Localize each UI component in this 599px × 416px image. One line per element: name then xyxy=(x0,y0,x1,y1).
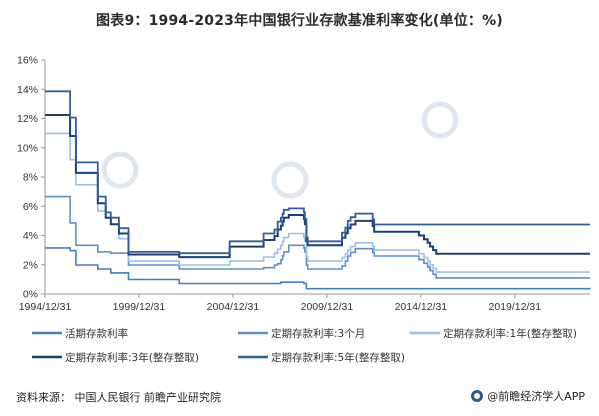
watermark-logo-icon xyxy=(421,101,459,139)
y-tick-label: 10% xyxy=(17,142,38,154)
y-tick-label: 12% xyxy=(17,113,38,125)
y-tick-label: 4% xyxy=(23,230,38,242)
x-axis: 1994/12/31 1999/12/31 2004/12/31 2009/12/31… xyxy=(19,293,590,313)
y-tick-label: 14% xyxy=(17,84,38,96)
watermark-logo-icon xyxy=(271,161,309,199)
brand-text: @前瞻经济学人APP xyxy=(487,390,585,403)
source-note: 资料来源： 中国人民银行 前瞻产业研究院 xyxy=(16,391,221,404)
series-line-2 xyxy=(45,195,590,279)
x-tick-label: 2019/12/31 xyxy=(489,301,542,313)
chart-title: 图表9：1994-2023年中国银行业存款基准利率变化(单位：%) xyxy=(96,13,503,29)
legend: 活期存款利率 定期存款利率:3个月 定期存款利率:1年(整存整取) 定期存款利率:3年… xyxy=(32,327,577,364)
y-tick-label: 2% xyxy=(23,259,38,271)
watermark-logo-icon xyxy=(101,151,139,189)
brand: @前瞻经济学人APP xyxy=(471,388,585,404)
series-line-5 xyxy=(45,90,590,255)
y-tick-label: 16% xyxy=(17,55,38,67)
y-tick-label: 6% xyxy=(23,201,38,213)
series-line-1 xyxy=(45,247,591,290)
legend-label: 定期存款利率:1年(整存整取) xyxy=(443,327,577,340)
legend-label: 定期存款利率:5年(整存整取) xyxy=(271,351,405,364)
x-tick-label: 2009/12/31 xyxy=(301,301,354,313)
y-axis: 0% 2% 4% 6% 8% 10% 12% 14% 16% xyxy=(17,55,46,301)
y-tick-label: 0% xyxy=(23,289,38,301)
series-layer xyxy=(45,90,591,290)
legend-label: 定期存款利率:3个月 xyxy=(271,327,365,340)
legend-label: 活期存款利率 xyxy=(65,327,128,340)
legend-label: 定期存款利率:3年(整存整取) xyxy=(65,351,199,364)
y-tick-label: 8% xyxy=(23,172,38,184)
x-tick-label: 1999/12/31 xyxy=(113,301,166,313)
x-tick-label: 2004/12/31 xyxy=(207,301,260,313)
x-tick-label: 1994/12/31 xyxy=(19,301,72,313)
watermark-layer xyxy=(101,101,459,199)
brand-logo-icon xyxy=(471,390,484,402)
x-tick-label: 2014/12/31 xyxy=(395,301,448,313)
